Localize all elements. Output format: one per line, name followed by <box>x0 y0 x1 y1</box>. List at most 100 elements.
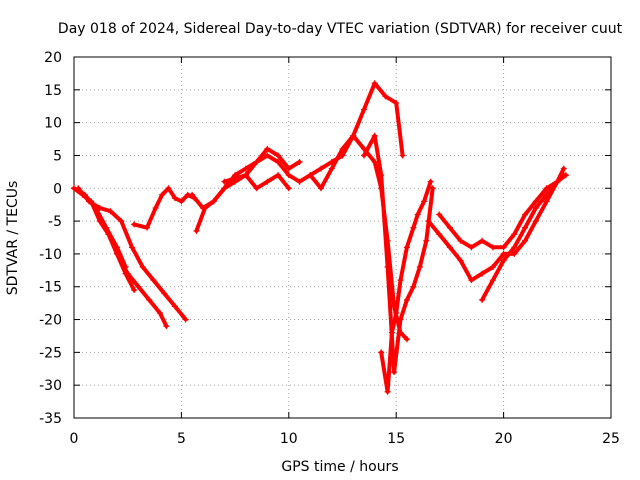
data-point <box>360 106 367 113</box>
series-line <box>379 179 433 394</box>
data-point <box>275 172 282 179</box>
data-point <box>403 336 410 343</box>
data-point <box>193 227 200 234</box>
data-point <box>436 211 443 218</box>
data-point <box>382 93 389 100</box>
data-point <box>221 178 228 185</box>
data-point <box>500 257 507 264</box>
data-point <box>543 198 550 205</box>
data-point <box>159 191 166 198</box>
data-point <box>163 323 170 330</box>
data-point <box>296 178 303 185</box>
data-point <box>393 99 400 106</box>
data-point <box>253 185 260 192</box>
data-point <box>457 237 464 244</box>
data-point <box>107 208 114 215</box>
x-tick-label: 10 <box>280 431 298 447</box>
x-tick-label: 25 <box>602 431 620 447</box>
data-point <box>360 152 367 159</box>
data-point <box>221 185 228 192</box>
data-point <box>378 349 385 356</box>
data-point <box>371 132 378 139</box>
data-point <box>371 80 378 87</box>
data-point <box>122 264 129 271</box>
series-line <box>480 173 568 302</box>
data-point <box>242 165 249 172</box>
data-point <box>296 159 303 166</box>
data-point <box>423 237 430 244</box>
data-point <box>165 185 172 192</box>
data-point <box>446 244 453 251</box>
data-point <box>156 309 163 316</box>
data-point <box>275 159 282 166</box>
chart-title: Day 018 of 2024, Sidereal Day-to-day VTE… <box>58 21 623 37</box>
data-point <box>350 132 357 139</box>
y-axis-label: SDTVAR / TECUs <box>5 181 21 296</box>
data-point <box>285 185 292 192</box>
data-point <box>275 152 282 159</box>
data-point <box>384 264 391 271</box>
y-tick-label: 0 <box>53 181 62 197</box>
data-point <box>242 172 249 179</box>
data-point <box>182 316 189 323</box>
series-arc-6 <box>193 80 406 234</box>
data-point <box>543 191 550 198</box>
data-point <box>264 178 271 185</box>
data-point <box>135 283 142 290</box>
x-tick-label: 20 <box>495 431 513 447</box>
data-point <box>171 195 178 202</box>
series-arc-13 <box>436 165 567 251</box>
series-arc-5 <box>131 185 198 231</box>
data-point <box>427 178 434 185</box>
data-point <box>232 175 239 182</box>
y-tick-label: 15 <box>44 83 62 99</box>
data-point <box>318 185 325 192</box>
data-point <box>75 185 82 192</box>
data-point <box>318 165 325 172</box>
data-point <box>285 165 292 172</box>
data-point <box>429 185 436 192</box>
data-point <box>152 204 159 211</box>
series-layer <box>71 80 569 395</box>
data-point <box>532 204 539 211</box>
data-point <box>489 244 496 251</box>
x-tick-label: 15 <box>387 431 405 447</box>
series-arc-11 <box>378 178 434 395</box>
data-point <box>371 159 378 166</box>
data-point <box>532 218 539 225</box>
data-point <box>139 264 146 271</box>
series-arc-10 <box>360 132 436 376</box>
data-point <box>144 224 151 231</box>
data-point <box>410 224 417 231</box>
y-tick-label: -5 <box>48 214 62 230</box>
data-point <box>416 264 423 271</box>
series-arc-8 <box>221 172 292 192</box>
series-arc-4 <box>81 191 129 271</box>
data-point <box>393 309 400 316</box>
data-point <box>479 270 486 277</box>
data-point <box>560 165 567 172</box>
data-point <box>425 218 432 225</box>
data-point <box>92 204 99 211</box>
data-point <box>410 283 417 290</box>
y-tick-label: -20 <box>39 313 62 329</box>
data-point <box>328 165 335 172</box>
y-tick-label: -30 <box>39 378 62 394</box>
data-point <box>479 296 486 303</box>
y-tick-label: 20 <box>44 50 62 66</box>
data-point <box>199 204 206 211</box>
data-point <box>403 296 410 303</box>
data-point <box>81 191 88 198</box>
plot-frame <box>73 56 612 419</box>
data-point <box>388 329 395 336</box>
data-point <box>500 244 507 251</box>
data-point <box>131 287 138 294</box>
data-point <box>307 172 314 179</box>
data-point <box>339 145 346 152</box>
data-point <box>178 198 185 205</box>
data-point <box>391 369 398 376</box>
data-point <box>131 221 138 228</box>
data-point <box>522 224 529 231</box>
data-point <box>489 277 496 284</box>
